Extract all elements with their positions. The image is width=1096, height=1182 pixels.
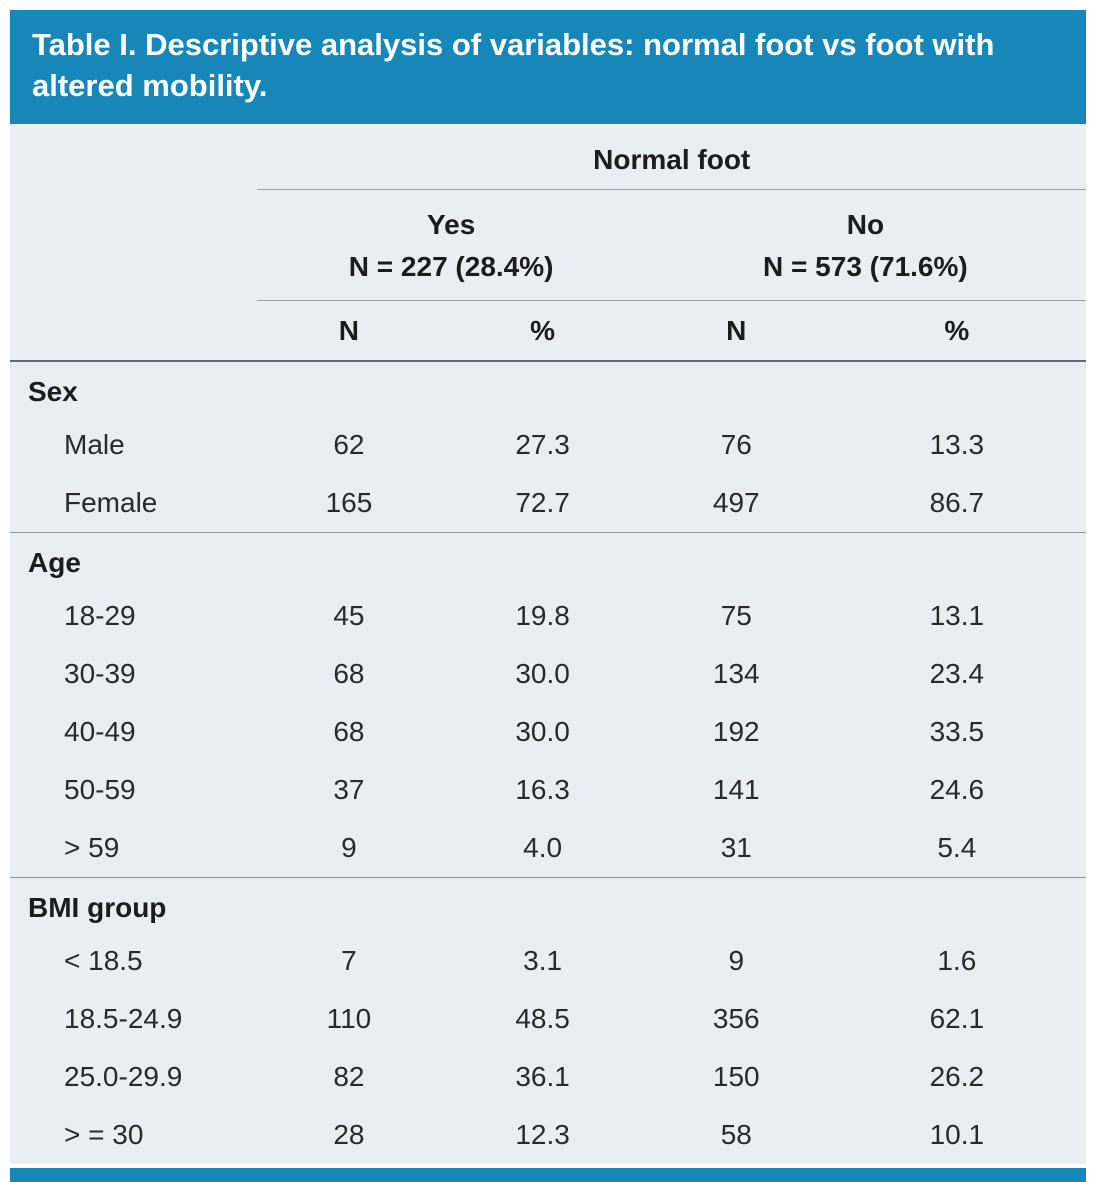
cell-value: 7 [341,944,357,976]
subheader-row: N % N % [10,301,1086,362]
table-row: > = 30 28 12.3 58 10.1 [10,1106,1086,1164]
cell-value: 27.3 [515,428,570,460]
cell-value: 36.1 [515,1060,570,1092]
row-label: > = 30 [64,1118,144,1150]
table-row: 30-39 68 30.0 134 23.4 [10,645,1086,703]
row-label: 18.5-24.9 [64,1002,183,1034]
cell-value: 23.4 [929,657,985,689]
table-row: 18.5-24.9 110 48.5 356 62.1 [10,990,1086,1048]
row-label: 18-29 [64,599,136,631]
cell-value: 37 [333,773,365,805]
row-label: Female [64,486,158,518]
table-row: 25.0-29.9 82 36.1 150 26.2 [10,1048,1086,1106]
row-label: 25.0-29.9 [64,1060,183,1092]
section-header-bmi: BMI group [10,876,1086,932]
cell-value: 165 [325,486,373,518]
column-group-no-label: No [846,208,885,240]
table: Normal foot Yes N = 227 (28.4%) No N = 5… [10,123,1086,1164]
column-group-no-n: N = 573 (71.6%) [763,250,968,282]
cell-value: 72.7 [515,486,570,518]
column-group-yes-n: N = 227 (28.4%) [348,250,554,282]
cell-value: 48.5 [515,1002,570,1034]
table-row: 40-49 68 30.0 192 33.5 [10,703,1086,761]
subheader-pct-yes: % [530,314,556,346]
row-label: 40-49 [64,715,136,747]
cell-value: 13.1 [929,599,985,631]
table-row: Female 165 72.7 497 86.7 [10,474,1086,532]
cell-value: 30.0 [515,715,570,747]
cell-value: 141 [712,773,760,805]
row-label: < 18.5 [64,944,143,976]
subheader-pct-no: % [944,314,970,346]
cell-value: 45 [333,599,365,631]
row-label: 30-39 [64,657,136,689]
bottom-accent-bar [10,1167,1086,1182]
group-header-row: Normal foot [10,128,1086,190]
cell-value: 26.2 [929,1060,985,1092]
cell-value: 192 [712,715,760,747]
column-group-yes-label: Yes [427,208,476,240]
cell-value: 150 [712,1060,760,1092]
cell-value: 4.0 [523,831,563,863]
cell-value: 62.1 [929,1002,985,1034]
table-title-bar: Table I. Descriptive analysis of variabl… [10,10,1086,124]
cell-value: 75 [720,599,752,631]
cell-value: 68 [333,657,365,689]
table-row: 18-29 45 19.8 75 13.1 [10,587,1086,645]
row-label: Male [64,428,125,460]
group-header: Normal foot [257,128,1086,190]
cell-value: 86.7 [929,486,985,518]
row-label: 50-59 [64,773,136,805]
cell-value: 28 [333,1118,365,1150]
cell-value: 30.0 [515,657,570,689]
cell-value: 5.4 [937,831,977,863]
cell-value: 110 [326,1002,372,1034]
column-group-yes: Yes N = 227 (28.4%) [257,190,645,301]
table-row: 50-59 37 16.3 141 24.6 [10,761,1086,819]
table-row: < 18.5 7 3.1 9 1.6 [10,932,1086,990]
cell-value: 31 [720,831,752,863]
cell-value: 10.1 [929,1118,985,1150]
cell-value: 62 [333,428,365,460]
cell-value: 3.1 [523,944,563,976]
table-title: Table I. Descriptive analysis of variabl… [32,27,995,103]
cell-value: 497 [712,486,760,518]
cell-value: 68 [333,715,365,747]
cell-value: 82 [333,1060,365,1092]
yes-no-header-row: Yes N = 227 (28.4%) No N = 573 (71.6%) [10,190,1086,301]
subheader-n-yes: N [338,314,360,346]
table-row: Male 62 27.3 76 13.3 [10,416,1086,474]
cell-value: 76 [720,428,752,460]
cell-value: 16.3 [515,773,570,805]
section-header-age: Age [10,531,1086,587]
section-header-sex: Sex [28,375,78,407]
cell-value: 1.6 [937,944,977,976]
cell-value: 356 [712,1002,760,1034]
column-group-no: No N = 573 (71.6%) [644,190,1086,301]
cell-value: 12.3 [515,1118,570,1150]
table-row: > 59 9 4.0 31 5.4 [10,819,1086,877]
cell-value: 13.3 [929,428,985,460]
page: Table I. Descriptive analysis of variabl… [10,10,1086,1164]
cell-value: 9 [728,944,745,976]
subheader-n-no: N [726,314,747,346]
cell-value: 134 [712,657,760,689]
row-label: > 59 [64,831,120,863]
cell-value: 19.8 [515,599,570,631]
cell-value: 58 [720,1118,752,1150]
cell-value: 9 [341,831,357,863]
cell-value: 24.6 [929,773,985,805]
cell-value: 33.5 [929,715,985,747]
